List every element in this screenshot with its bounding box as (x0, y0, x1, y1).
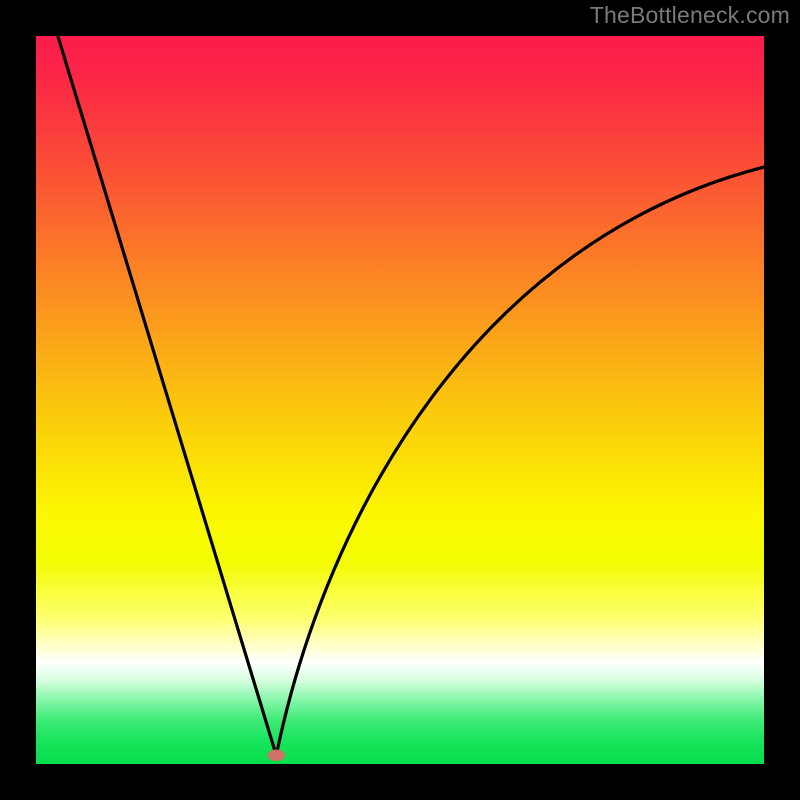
bottleneck-chart-svg (0, 0, 800, 800)
chart-stage: TheBottleneck.com (0, 0, 800, 800)
plot-background (36, 36, 764, 764)
minimum-marker (268, 749, 285, 761)
